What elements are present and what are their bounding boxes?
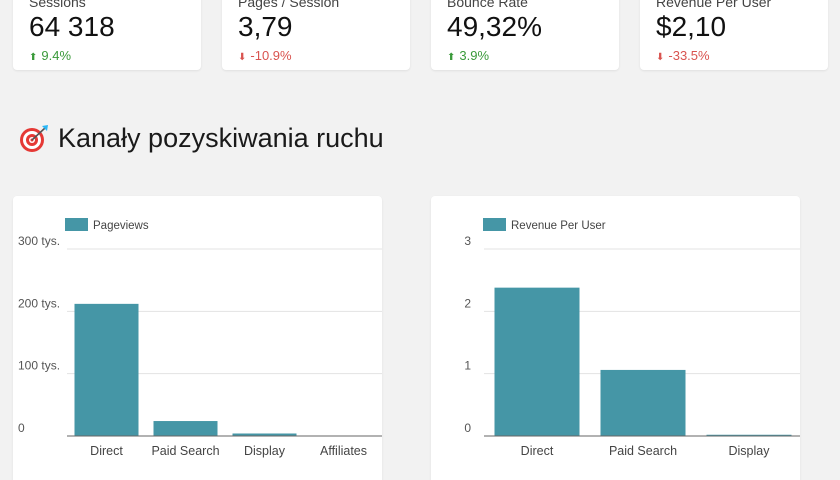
trend-arrow-icon: ⬆	[447, 52, 456, 63]
y-tick-label: 3	[464, 234, 471, 248]
y-tick-label: 2	[464, 296, 471, 310]
x-tick-label: Paid Search	[609, 444, 677, 458]
y-tick-label: 0	[18, 421, 25, 435]
legend-swatch	[483, 218, 506, 231]
kpi-label: Bounce Rate	[447, 0, 528, 10]
kpi-card-bounce-rate[interactable]: Bounce Rate 49,32% ⬆ 3.9%	[431, 0, 619, 70]
trend-arrow-icon: ⬇	[656, 52, 665, 63]
bar-paid-search	[153, 421, 218, 436]
kpi-card-revenue-per-user[interactable]: Revenue Per User $2,10 ⬇ -33.5%	[640, 0, 828, 70]
x-tick-label: Affiliates	[320, 444, 367, 458]
kpi-delta-value: 9.4%	[41, 48, 72, 63]
target-dart-icon	[20, 125, 48, 152]
x-tick-label: Direct	[521, 444, 554, 458]
legend-swatch	[65, 218, 88, 231]
kpi-delta: ⬇ -10.9%	[238, 48, 292, 63]
y-tick-label: 200 tys.	[18, 296, 60, 310]
kpi-value: 3,79	[238, 11, 293, 42]
revenue-per-user-chart-card: Revenue Per User 0 1 2 3 Direct Paid Search Dis…	[431, 196, 800, 480]
bar-paid-search	[600, 369, 686, 436]
bar-direct	[494, 287, 580, 436]
y-tick-label: 100 tys.	[18, 359, 60, 373]
legend-label: Revenue Per User	[511, 220, 606, 232]
kpi-delta: ⬇ -33.5%	[656, 48, 710, 63]
section-title: Kanały pozyskiwania ruchu	[58, 122, 384, 153]
pageviews-chart-card: Pageviews 0 100 tys. 200 tys. 300 tys. Direct…	[13, 196, 382, 480]
kpi-label: Sessions	[29, 0, 86, 10]
y-tick-label: 300 tys.	[18, 234, 60, 248]
x-tick-label: Direct	[90, 444, 123, 458]
kpi-value: 49,32%	[447, 11, 542, 42]
bar-display	[232, 433, 297, 436]
y-tick-label: 0	[464, 421, 471, 435]
x-tick-label: Display	[244, 444, 286, 458]
trend-arrow-icon: ⬆	[29, 52, 38, 63]
pageviews-bar-chart: Pageviews 0 100 tys. 200 tys. 300 tys. Direct…	[18, 218, 382, 458]
bar-direct	[74, 303, 139, 436]
y-tick-label: 1	[464, 359, 471, 373]
x-tick-label: Display	[729, 444, 771, 458]
kpi-delta: ⬆ 9.4%	[29, 48, 71, 63]
kpi-delta-value: 3.9%	[459, 48, 490, 63]
kpi-value: $2,10	[656, 11, 727, 42]
kpi-delta-value: -10.9%	[250, 48, 292, 63]
kpi-delta: ⬆ 3.9%	[447, 48, 489, 63]
section-header: Kanały pozyskiwania ruchu	[18, 118, 384, 158]
kpi-delta-value: -33.5%	[668, 48, 710, 63]
kpi-label: Revenue Per User	[656, 0, 772, 10]
kpi-label: Pages / Session	[238, 0, 340, 10]
x-tick-label: Paid Search	[151, 444, 219, 458]
kpi-value: 64 318	[29, 11, 115, 42]
kpi-card-sessions[interactable]: Sessions 64 318 ⬆ 9.4%	[13, 0, 201, 70]
kpi-card-pages-per-session[interactable]: Pages / Session 3,79 ⬇ -10.9%	[222, 0, 410, 70]
trend-arrow-icon: ⬇	[238, 52, 247, 63]
revenue-per-user-bar-chart: Revenue Per User 0 1 2 3 Direct Paid Search Dis…	[464, 218, 800, 458]
legend-label: Pageviews	[93, 220, 149, 232]
bar-display	[706, 434, 792, 436]
